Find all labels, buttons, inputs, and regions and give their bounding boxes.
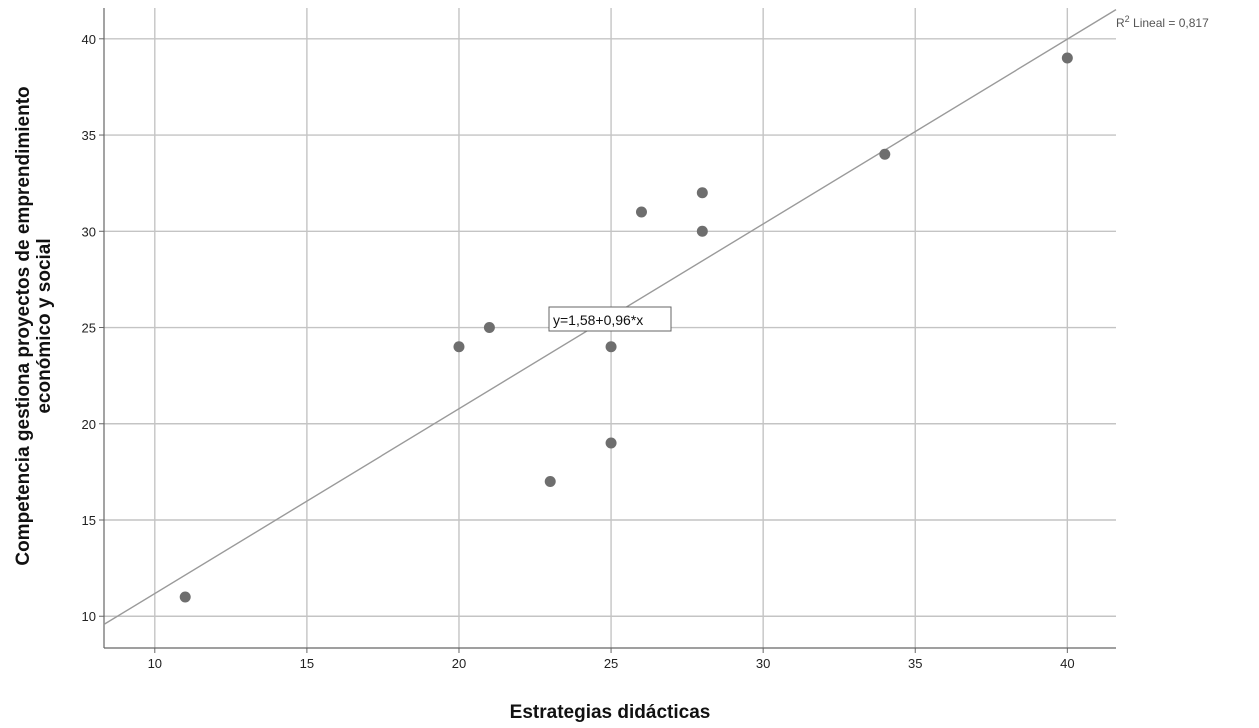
equation-box	[548, 306, 672, 332]
data-point	[605, 341, 617, 353]
x-tick-label: 35	[908, 656, 922, 671]
data-point	[696, 187, 708, 199]
data-point	[696, 225, 708, 237]
y-axis-title-line-1: Competencia gestiona proyectos de empren…	[13, 86, 34, 565]
y-tick-label: 20	[82, 417, 96, 432]
equation-text: y=1,58+0,96*x	[553, 312, 643, 328]
y-axis-title: Competencia gestiona proyectos de empren…	[13, 86, 55, 565]
r-squared-label: R2 Lineal = 0,817	[1116, 14, 1209, 30]
y-tick-label: 30	[82, 224, 96, 239]
data-point	[635, 206, 647, 218]
x-tick-label: 15	[300, 656, 314, 671]
axes	[99, 8, 1116, 653]
data-point	[605, 437, 617, 449]
x-tick-label: 20	[452, 656, 466, 671]
data-point	[1061, 52, 1073, 64]
data-point	[879, 148, 891, 160]
data-point	[179, 591, 191, 603]
y-tick-label: 10	[82, 609, 96, 624]
y-tick-label: 15	[82, 513, 96, 528]
data-point	[483, 322, 495, 334]
grid-lines	[104, 8, 1116, 648]
y-tick-label: 35	[82, 128, 96, 143]
y-tick-label: 25	[82, 321, 96, 336]
x-tick-label: 25	[604, 656, 618, 671]
x-tick-label: 10	[148, 656, 162, 671]
x-tick-label: 40	[1060, 656, 1074, 671]
data-points	[179, 52, 1073, 603]
equation-label: y=1,58+0,96*x	[548, 306, 672, 332]
data-point	[453, 341, 465, 353]
x-axis-title: Estrategias didácticas	[510, 702, 711, 723]
x-tick-label: 30	[756, 656, 770, 671]
y-axis-title-line-2: económico y social	[34, 238, 55, 413]
tick-labels: 10 15 20 25 30 35 40 10 15 20 25 30 35 40	[82, 32, 1075, 671]
y-tick-label: 40	[82, 32, 96, 47]
data-point	[544, 476, 556, 488]
